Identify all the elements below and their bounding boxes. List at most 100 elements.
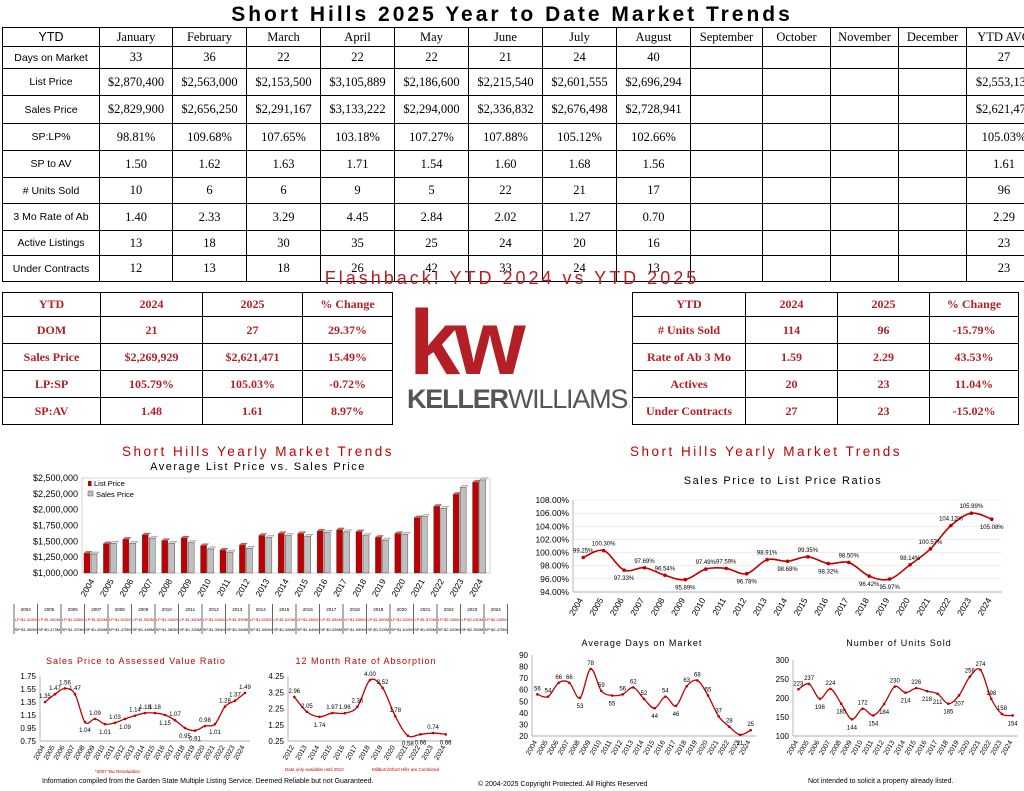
- table-cell: [690, 95, 763, 124]
- data-point: [305, 710, 309, 714]
- data-label: 95.89%: [675, 586, 696, 592]
- mini-table-sp: SP:$1.300M: [15, 627, 37, 632]
- data-point: [674, 704, 678, 708]
- data-point: [233, 699, 237, 702]
- table-cell: $2,829,900: [99, 95, 173, 124]
- table-row: DOM 21 27 29.37%: [2, 316, 393, 344]
- table-cell: [690, 150, 763, 178]
- x-tick-label: 2016: [333, 744, 347, 761]
- mini-table-sp: SP:$1.550M: [85, 627, 107, 632]
- data-label: 54: [662, 689, 669, 695]
- data-point: [578, 696, 582, 700]
- y-tick-label: 30: [519, 720, 528, 729]
- column-header: % Change: [302, 292, 393, 317]
- data-label: 97.49%: [696, 560, 717, 566]
- mini-table-year: 2021: [420, 607, 431, 612]
- data-label: 1.18: [139, 705, 151, 711]
- data-label: 98.14%: [900, 556, 921, 562]
- y-tick-label: $2,250,000: [33, 489, 78, 499]
- x-tick-label: 2020: [383, 744, 397, 761]
- bar-top: [103, 541, 112, 545]
- bar-top: [168, 541, 178, 544]
- column-header: May: [394, 27, 469, 47]
- data-label: 0.74: [427, 725, 439, 731]
- column-header: January: [99, 27, 173, 47]
- mini-table-year: 2015: [279, 607, 290, 612]
- row-label: SP:AV: [2, 397, 101, 425]
- mini-table-sp: SP:$1.480M: [132, 627, 154, 632]
- mini-table-year: 2022: [444, 607, 455, 612]
- bar-top: [323, 530, 333, 533]
- data-label: 274: [975, 662, 986, 668]
- data-point: [293, 695, 296, 699]
- table-cell: 98.81%: [99, 123, 173, 151]
- row-label: LP:SP: [2, 370, 101, 398]
- mini-table-lp: LP:$1.870M: [414, 617, 436, 622]
- data-point: [887, 577, 892, 581]
- bar-top: [239, 542, 248, 546]
- data-point: [807, 682, 811, 686]
- table-cell: $3,133,222: [320, 95, 395, 124]
- x-tick-label: 2015: [792, 596, 810, 618]
- table-cell: $3,105,889: [320, 68, 395, 96]
- chart-title: Short Hills Yearly Market Trends: [630, 444, 902, 459]
- x-tick-label: 2020: [389, 577, 407, 599]
- series-line: [798, 668, 1013, 720]
- x-tick-label: 2008: [156, 577, 174, 599]
- row-label: DOM: [2, 316, 101, 344]
- table-cell: 25: [394, 230, 469, 256]
- y-tick-label: 1.25: [268, 721, 284, 730]
- bar: [433, 506, 440, 574]
- data-point: [1000, 712, 1004, 716]
- mini-table-sp: SP:$2.020M: [438, 627, 460, 632]
- data-label: 2.05: [301, 704, 313, 710]
- data-point: [947, 702, 950, 705]
- bar: [239, 544, 246, 574]
- data-point: [600, 689, 603, 693]
- bar: [401, 534, 409, 574]
- y-tick-label: 60: [519, 686, 528, 695]
- mini-table-year: 2020: [397, 607, 408, 612]
- data-label: 66: [555, 675, 562, 681]
- bar-top: [316, 529, 326, 532]
- data-point: [642, 697, 646, 701]
- data-label: 218: [922, 697, 933, 703]
- table-cell: 20: [745, 370, 838, 398]
- bar-top: [141, 532, 151, 536]
- bar: [336, 529, 343, 574]
- mini-table-sp: SP:$1.330M: [179, 627, 201, 632]
- data-point: [557, 681, 560, 685]
- row-label: Under Contracts: [632, 397, 746, 425]
- table-cell: 27: [745, 397, 838, 425]
- table-cell: 24: [468, 230, 543, 256]
- y-tick-label: 1.75: [20, 672, 36, 681]
- mini-table-lp: LP:$1.600M: [85, 617, 107, 622]
- table-cell: 2.84: [394, 203, 469, 231]
- bar-top: [343, 529, 352, 532]
- table-row: Days on Market 33 36 22 22 22 21 24 40 27: [2, 46, 1024, 69]
- data-point: [949, 523, 953, 528]
- data-point: [546, 695, 550, 698]
- table-cell: 1.40: [99, 203, 173, 231]
- x-tick-label: 2024: [434, 744, 448, 761]
- data-label: 1.47: [69, 686, 81, 692]
- y-tick-label: 104.00%: [535, 521, 569, 531]
- data-point: [143, 711, 147, 715]
- data-label: 25: [747, 722, 754, 728]
- data-label: 105.08%: [980, 525, 1004, 531]
- x-tick-label: 2005: [587, 596, 605, 618]
- bar: [440, 508, 447, 574]
- data-point: [621, 693, 624, 696]
- x-tick-label: 2010: [689, 596, 707, 618]
- chart-title: Sales Price to Assessed Value Ratio: [46, 656, 226, 666]
- bar: [122, 539, 130, 574]
- mini-table-lp: LP:$2.050M: [438, 617, 460, 622]
- data-label: 207: [954, 701, 965, 707]
- mini-table-lp: LP:$1.560M: [367, 617, 389, 622]
- data-point: [867, 574, 872, 578]
- chart-note: *2007 Tax Revaluation: [95, 769, 140, 774]
- flashback-table-right: YTD 2024 2025% Change # Units Sold 114 96 -15.…: [632, 292, 1019, 425]
- bar: [103, 543, 110, 574]
- data-point: [193, 729, 197, 732]
- data-point: [846, 560, 851, 565]
